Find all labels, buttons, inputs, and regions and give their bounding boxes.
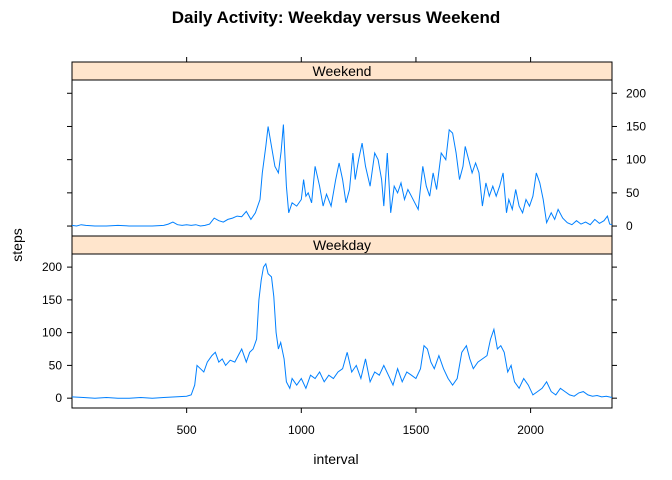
x-tick-label: 1000 [288, 423, 315, 437]
weekend-y-tick-label: 50 [626, 186, 640, 200]
x-tick-label: 1500 [403, 423, 430, 437]
weekend-y-tick-label: 150 [626, 119, 646, 133]
weekday-panel-border [71, 253, 613, 409]
weekday-y-tick-label: 150 [42, 293, 62, 307]
x-tick-label: 500 [177, 423, 197, 437]
weekend-panel-border [71, 79, 613, 237]
weekday-y-tick-label: 100 [42, 326, 62, 340]
weekday-y-tick-label: 200 [42, 260, 62, 274]
weekday-strip-label: Weekday [313, 237, 371, 253]
x-axis-label: interval [313, 451, 358, 467]
weekend-y-tick-label: 0 [626, 219, 633, 233]
x-tick-label: 2000 [517, 423, 544, 437]
weekend-y-tick-label: 200 [626, 86, 646, 100]
weekend-strip-label: Weekend [313, 63, 372, 79]
weekday-y-tick-label: 50 [49, 358, 63, 372]
weekday-y-tick-label: 0 [55, 391, 62, 405]
weekend-series-line [71, 124, 613, 227]
y-axis-label: steps [9, 228, 25, 261]
panels-group: Weekend 0 50 100 150 200 Weekday 0 50 100 150 200 50… [42, 57, 646, 437]
weekday-series-line [71, 262, 613, 399]
chart-title: Daily Activity: Weekday versus Weekend [172, 8, 501, 27]
weekend-y-tick-label: 100 [626, 153, 646, 167]
